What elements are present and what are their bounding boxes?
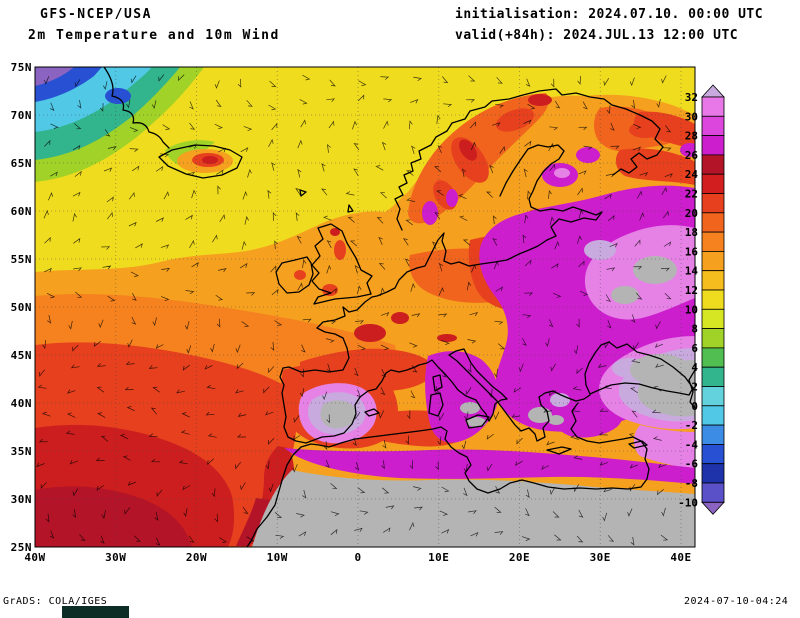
colorbar-label: 10 (685, 303, 698, 316)
lat-label: 50N (10, 301, 32, 314)
bottom-left-bar (62, 606, 129, 618)
lon-label: 10W (266, 551, 288, 564)
lat-label: 30N (10, 493, 32, 506)
lat-label: 70N (10, 109, 32, 122)
colorbar-label: 0 (691, 400, 698, 413)
colorbar-label: 26 (685, 149, 699, 162)
colorbar-label: -10 (678, 496, 698, 509)
colorbar-label: 4 (691, 361, 698, 374)
colorbar-label: -4 (685, 438, 699, 451)
init-time: initialisation: 2024.07.10. 00:00 UTC (455, 7, 764, 22)
colorbar-label: -6 (685, 458, 699, 471)
colorbar-label: -2 (685, 419, 698, 432)
valid-time: valid(+84h): 2024.JUL.13 12:00 UTC (455, 28, 739, 43)
product-title: 2m Temperature and 10m Wind (28, 28, 280, 43)
colorbar-label: 20 (685, 207, 698, 220)
coastlines (103, 67, 695, 547)
colorbar-label: 24 (685, 168, 699, 181)
lat-label: 35N (10, 445, 32, 458)
model-title: GFS-NCEP/USA (40, 7, 152, 22)
colorbar-label: -8 (685, 477, 698, 490)
colorbar-label: 8 (691, 323, 698, 336)
lon-label: 0 (354, 551, 362, 564)
colorbar-label: 28 (685, 130, 698, 143)
colorbar-label: 22 (685, 188, 698, 201)
lon-label: 10E (428, 551, 450, 564)
lat-label: 55N (10, 253, 32, 266)
footer-left: GrADS: COLA/IGES (3, 596, 108, 607)
lat-label: 40N (10, 397, 32, 410)
colorbar-label: 2 (691, 381, 698, 394)
colorbar-label: 30 (685, 110, 698, 123)
lon-label: 30E (589, 551, 611, 564)
lat-label: 25N (10, 541, 32, 554)
colorbar-label: 14 (685, 265, 699, 278)
lat-label: 75N (10, 61, 32, 74)
colorbar-label: 12 (685, 284, 698, 297)
lon-label: 40E (670, 551, 692, 564)
colorbar-label: 32 (685, 91, 698, 104)
colorbar-label: 18 (685, 226, 698, 239)
lat-label: 60N (10, 205, 32, 218)
plot-frame (34, 66, 696, 548)
colorbar-label: 16 (685, 245, 699, 258)
lat-label: 45N (10, 349, 32, 362)
footer-right: 2024-07-10-04:24 (684, 596, 789, 607)
lon-label: 40W (24, 551, 46, 564)
lon-label: 20E (508, 551, 531, 564)
lon-label: 20W (185, 551, 208, 564)
lat-label: 65N (10, 157, 32, 170)
wind-barbs-layer (36, 74, 673, 546)
lon-label: 30W (105, 551, 127, 564)
colorbar-label: 6 (691, 342, 698, 355)
